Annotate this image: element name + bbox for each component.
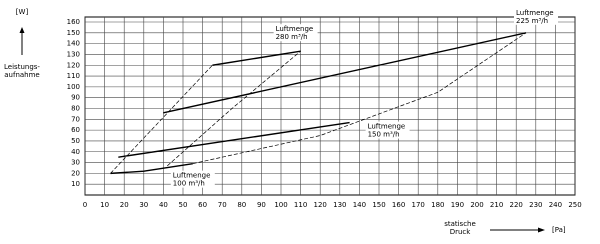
y-tick-label: 100 [67, 83, 80, 91]
y-tick-label: 70 [71, 115, 80, 123]
x-tick-label: 0 [83, 201, 87, 209]
series-label: 280 m³/h [276, 33, 308, 41]
x-tick-label: 220 [510, 201, 523, 209]
y-tick-label: 10 [71, 180, 80, 188]
x-tick-label: 230 [529, 201, 542, 209]
y-tick-label: 110 [67, 72, 80, 80]
x-tick-label: 160 [392, 201, 405, 209]
y-tick-label: 20 [71, 169, 80, 177]
series-label: Luftmenge [276, 25, 314, 33]
x-tick-label: 170 [412, 201, 425, 209]
y-tick-label: 50 [71, 137, 80, 145]
x-label: statische [444, 220, 476, 228]
x-tick-label: 70 [218, 201, 227, 209]
x-tick-label: 130 [333, 201, 346, 209]
y-label: Leistungs- [4, 63, 40, 71]
series-line [192, 32, 527, 164]
series-label: Luftmenge [516, 9, 554, 17]
x-tick-label: 140 [353, 201, 366, 209]
x-tick-label: 250 [568, 201, 581, 209]
series-line [212, 50, 301, 66]
series-line [110, 162, 193, 175]
series-line [167, 50, 301, 167]
series-line [163, 32, 527, 114]
series-line [118, 121, 350, 158]
x-tick-label: 30 [139, 201, 148, 209]
y-tick-label: 150 [67, 29, 80, 37]
series-label: 150 m³/h [368, 131, 400, 139]
x-tick-label: 60 [198, 201, 207, 209]
label-bg [170, 170, 215, 188]
x-tick-label: 50 [179, 201, 188, 209]
label-bg [514, 7, 558, 25]
y-tick-label: 120 [67, 61, 80, 69]
x-tick-label: 20 [120, 201, 129, 209]
x-label: Druck [450, 228, 472, 236]
series-label: Luftmenge [368, 123, 406, 131]
x-tick-label: 100 [274, 201, 287, 209]
x-tick-label: 190 [451, 201, 464, 209]
series-line [110, 65, 213, 174]
y-tick-label: 160 [67, 18, 80, 26]
label-bg [273, 24, 318, 42]
x-tick-label: 110 [294, 201, 307, 209]
y-tick-label: 40 [71, 148, 80, 156]
x-unit: [Pa] [552, 226, 566, 234]
series-label: Luftmenge [173, 172, 211, 180]
x-arrowhead [538, 227, 545, 233]
x-tick-label: 240 [549, 201, 562, 209]
series-label: 100 m³/h [173, 180, 205, 188]
x-tick-label: 120 [314, 201, 327, 209]
y-label: aufnahme [4, 71, 39, 79]
y-unit: [W] [16, 8, 29, 16]
y-tick-label: 30 [71, 159, 80, 167]
x-tick-label: 150 [372, 201, 385, 209]
x-tick-label: 10 [100, 201, 109, 209]
y-tick-label: 130 [67, 50, 80, 58]
y-tick-label: 80 [71, 105, 80, 113]
x-tick-label: 210 [490, 201, 503, 209]
x-tick-label: 80 [237, 201, 246, 209]
x-tick-label: 90 [257, 201, 266, 209]
series-label: 225 m³/h [516, 17, 548, 25]
y-tick-label: 140 [67, 40, 80, 48]
y-tick-label: 60 [71, 126, 80, 134]
x-tick-label: 40 [159, 201, 168, 209]
y-arrowhead [19, 27, 25, 33]
label-bg [365, 121, 410, 139]
y-tick-label: 90 [71, 94, 80, 102]
x-tick-label: 180 [431, 201, 444, 209]
x-tick-label: 200 [470, 201, 483, 209]
